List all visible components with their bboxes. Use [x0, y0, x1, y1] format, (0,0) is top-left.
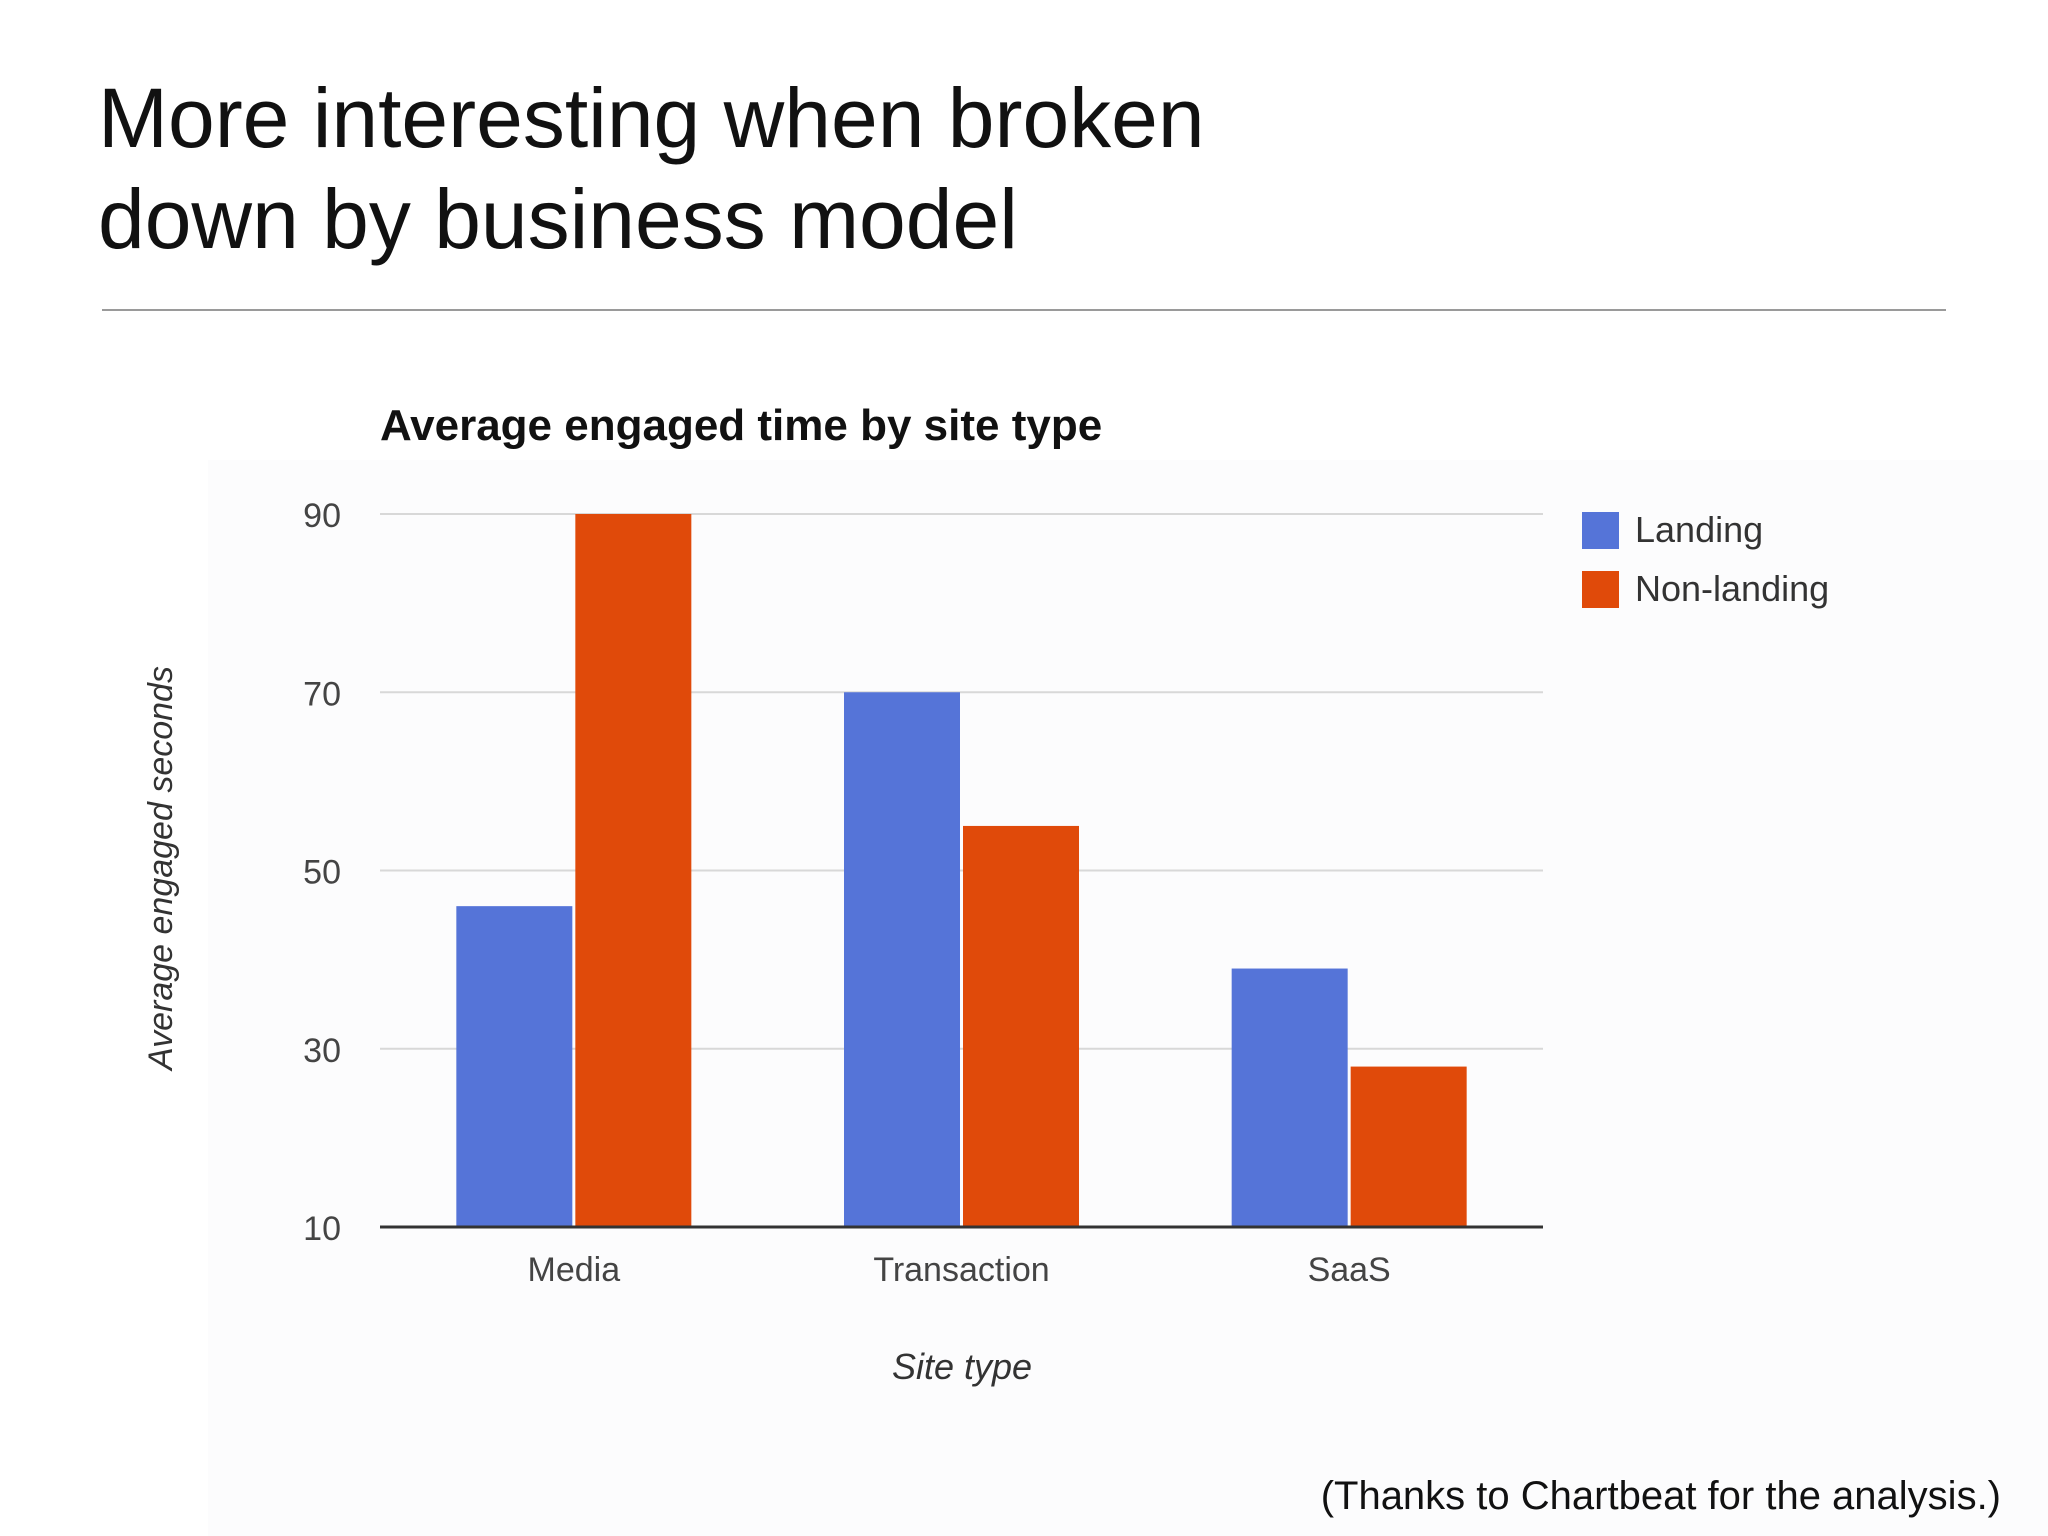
bar-non-landing-media [575, 514, 692, 1227]
slide-title-line-1: More interesting when broken [98, 71, 1205, 165]
y-tick-label: 90 [303, 497, 341, 535]
y-tick-label: 50 [303, 854, 341, 892]
slide-title: More interesting when broken down by bus… [98, 68, 1398, 270]
slide-title-line-2: down by business model [98, 172, 1018, 266]
y-tick-label: 70 [303, 675, 341, 713]
legend-swatch [1582, 512, 1619, 549]
legend-swatch [1582, 571, 1619, 608]
bar-landing-media [456, 906, 573, 1227]
bar-non-landing-transaction [963, 825, 1079, 1227]
chart-title: Average engaged time by site type [380, 401, 1102, 450]
credit-note: (Thanks to Chartbeat for the analysis.) [1320, 1474, 2001, 1518]
y-tick-label: 10 [303, 1210, 341, 1248]
legend: Landing Non-landing [1582, 509, 1829, 609]
bars [456, 514, 1467, 1227]
x-tick-label: SaaS [1308, 1251, 1391, 1289]
x-tick-label: Transaction [873, 1251, 1049, 1289]
bar-landing-saas [1231, 968, 1348, 1227]
title-divider [102, 309, 1946, 311]
x-tick-label: Media [528, 1251, 621, 1289]
bar-landing-transaction [844, 692, 960, 1227]
legend-label: Landing [1635, 509, 1763, 550]
x-axis-title: Site type [892, 1346, 1032, 1387]
gridlines [380, 513, 1543, 1050]
legend-label: Non-landing [1635, 568, 1829, 609]
axes: 10 30 50 70 90 Media Transaction SaaS [303, 497, 1543, 1289]
y-axis-title: Average engaged seconds [142, 666, 180, 1072]
bar-non-landing-saas [1350, 1066, 1467, 1227]
y-tick-label: 30 [303, 1032, 341, 1070]
